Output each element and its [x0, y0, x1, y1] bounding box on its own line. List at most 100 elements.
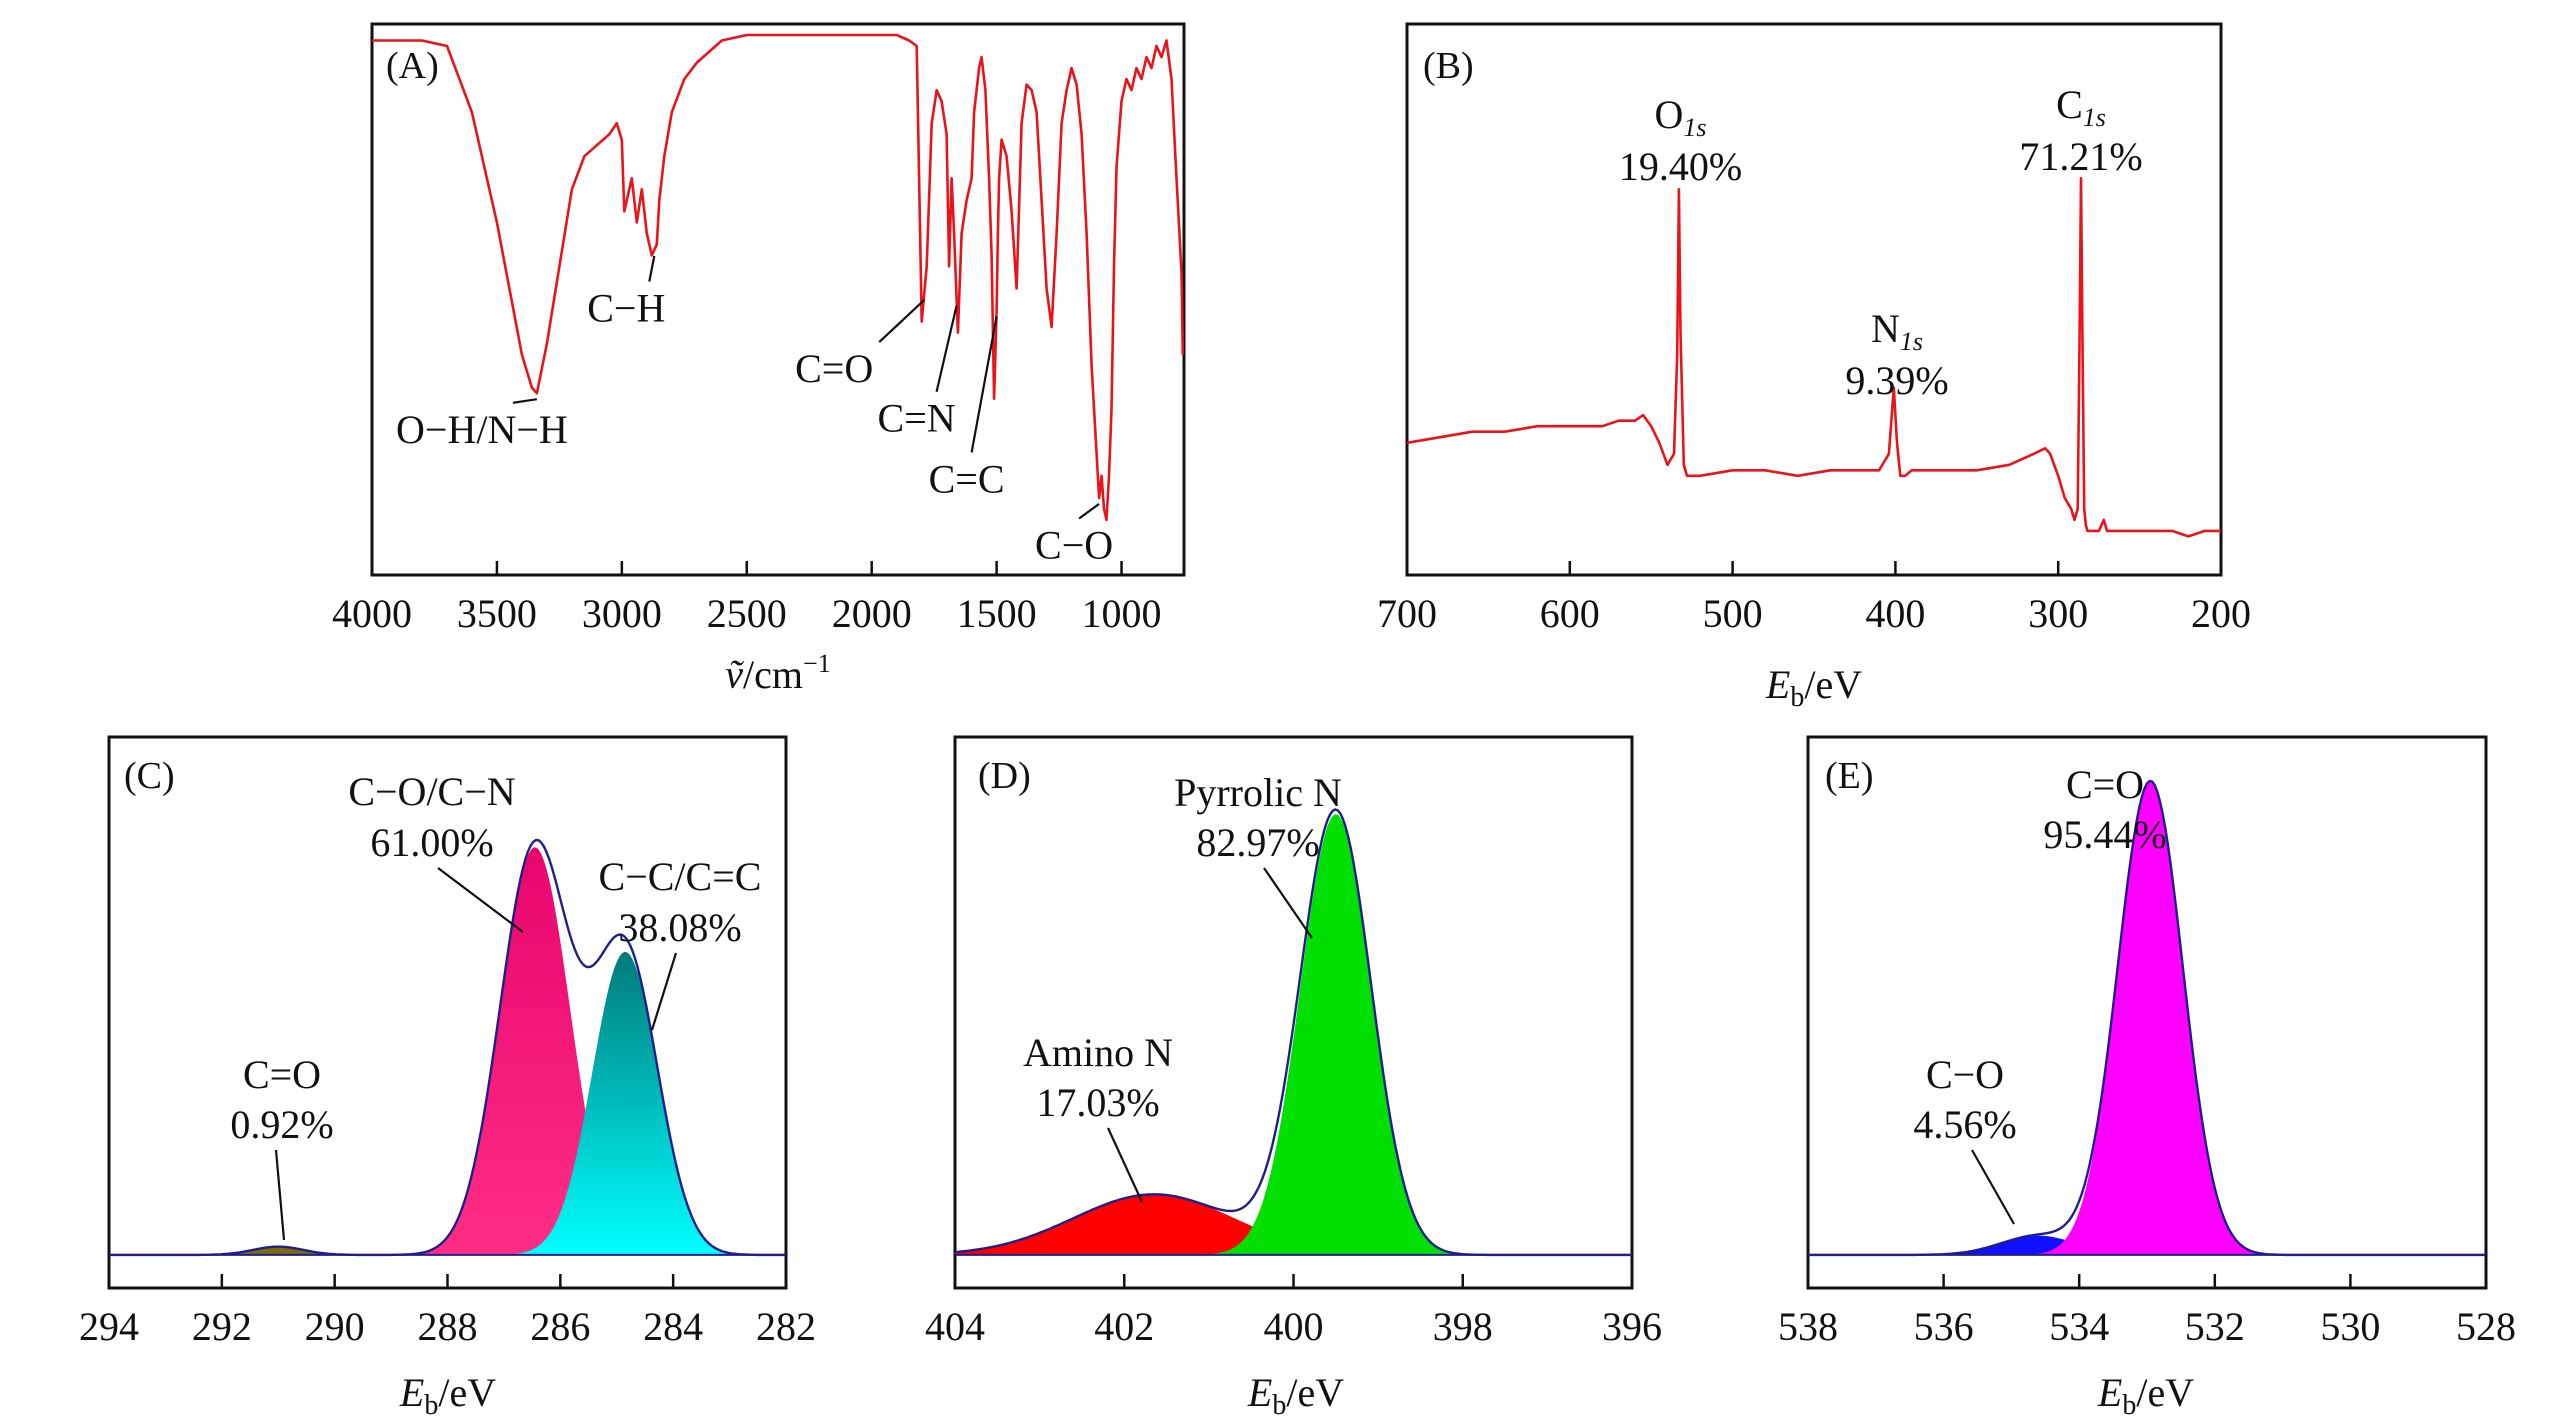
panel-d-plot	[954, 808, 1632, 1257]
c-ann-cc-pct: 38.08%	[618, 905, 741, 950]
d-leader-amino	[1107, 1127, 1143, 1203]
panel-e-ticklabel-4: 530	[2320, 1304, 2380, 1349]
panel-b-ticklabel-1: 600	[1540, 591, 1600, 636]
c-leader-cc	[650, 952, 678, 1031]
d-ann-pyrrolic-pct: 82.97%	[1196, 820, 1319, 865]
panel-a-xlabel: ṽ/cm−1	[725, 649, 830, 697]
panel-b-frame	[1405, 22, 2223, 577]
panel-e-xlabel-e: E	[2097, 1370, 2122, 1415]
panel-a-ticklabel-3: 2500	[707, 591, 787, 636]
e-ann-cdo-name: C=O	[2066, 762, 2144, 807]
panel-b-ticklabel-3: 400	[1865, 591, 1925, 636]
panel-c-ticklabel-5: 284	[643, 1304, 703, 1349]
panel-b-label: (B)	[1423, 45, 1474, 87]
d-ann-amino-name: Amino N	[1023, 1030, 1173, 1075]
panel-d: (D) 404 402 400 398 396 Amino N 17.03% Pyrro…	[925, 735, 1662, 1417]
panel-e: (E) 538 536 534 532 530 528 C−O 4.56% C=O 95.…	[1778, 735, 2516, 1417]
panel-b-ann-pct-1: 9.39%	[1845, 358, 1948, 403]
panel-c-peak-0	[109, 1246, 786, 1255]
panel-c-envelope	[109, 838, 786, 1257]
panel-e-ticklabel-1: 536	[1914, 1304, 1974, 1349]
panel-b-ticklabel-0: 700	[1377, 591, 1437, 636]
panel-d-ticklabel-1: 402	[1094, 1304, 1154, 1349]
panel-b-plot	[1406, 177, 2221, 538]
panel-a-ann-2: C=O	[795, 346, 873, 391]
panel-a-frame	[370, 22, 1186, 577]
panel-a-ann-0: O−H/N−H	[396, 407, 568, 452]
panel-a-plot	[372, 33, 1185, 522]
panel-a-spectrum-line	[372, 33, 1185, 522]
panel-a-ann-1: C−H	[587, 286, 665, 331]
panel-d-peak-1	[955, 814, 1632, 1255]
panel-d-ticks: 404 402 400 398 396	[925, 1274, 1662, 1349]
panel-d-annotations: Amino N 17.03% Pyrrolic N 82.97%	[1023, 770, 1342, 1203]
panel-a-ann-5: C−O	[1035, 523, 1113, 568]
panel-c-label: (C)	[124, 755, 175, 797]
panel-d-xlabel-sub: b	[1272, 1390, 1286, 1417]
panel-b-ann-sub-0: 1s	[1683, 113, 1706, 142]
panel-d-ticklabel-4: 396	[1602, 1304, 1662, 1349]
panel-a-ticklabel-1: 3500	[457, 591, 537, 636]
panel-a-xlabel-unit: /cm	[743, 652, 803, 697]
panel-e-annotations: C−O 4.56% C=O 95.44%	[1913, 762, 2167, 1225]
panel-b-ann-pct-0: 19.40%	[1619, 144, 1742, 189]
panel-c-ticklabel-4: 286	[530, 1304, 590, 1349]
panel-a-leader-2	[878, 299, 925, 343]
e-ann-co-pct: 4.56%	[1913, 1102, 2016, 1147]
panel-e-xlabel-sub: b	[2122, 1390, 2136, 1417]
panel-a-ticks: 4000 3500 3000 2500 2000 1500 1000	[332, 561, 1162, 636]
panel-d-ticklabel-3: 398	[1433, 1304, 1493, 1349]
panel-c-peak-2	[109, 951, 786, 1255]
panel-d-label: (D)	[978, 755, 1031, 797]
panel-b-spectrum-line	[1406, 177, 2221, 538]
d-ann-amino-pct: 17.03%	[1036, 1080, 1159, 1125]
e-leader-co	[1971, 1149, 2015, 1225]
d-leader-pyrrolic	[1263, 867, 1313, 939]
panel-c-ticklabel-0: 294	[79, 1304, 139, 1349]
panel-e-plot	[1808, 779, 2486, 1257]
panel-b-ticks: 700 600 500 400 300 200	[1377, 561, 2251, 636]
panel-a-leader-4	[970, 316, 998, 453]
c-ann-con-pct: 61.00%	[370, 820, 493, 865]
panel-e-xlabel-unit: /eV	[2136, 1370, 2194, 1415]
c-leader-co	[274, 1149, 286, 1241]
panel-c: (C) 294 292 290 288 286 284 282 C=O 0.92% C−O/…	[79, 735, 816, 1417]
e-ann-co-name: C−O	[1926, 1052, 2004, 1097]
panel-e-ticklabel-5: 528	[2456, 1304, 2516, 1349]
panel-a-ann-3: C=N	[878, 396, 956, 441]
d-ann-pyrrolic-name: Pyrrolic N	[1174, 770, 1342, 815]
panel-d-peak-0	[955, 1194, 1632, 1255]
panel-c-ticklabel-1: 292	[192, 1304, 252, 1349]
panel-d-xlabel: Eb/eV	[1247, 1370, 1344, 1417]
panel-a-ticklabel-2: 3000	[582, 591, 662, 636]
c-ann-con-name: C−O/C−N	[348, 769, 515, 814]
panel-b-xlabel-sub: b	[1790, 682, 1804, 713]
panel-b-ann-pct-2: 71.21%	[2019, 134, 2142, 179]
panel-c-annotations: C=O 0.92% C−O/C−N 61.00% C−C/C=C 38.08%	[230, 769, 761, 1241]
panel-c-ticklabel-2: 290	[305, 1304, 365, 1349]
panel-a-ticklabel-4: 2000	[832, 591, 912, 636]
panel-d-xlabel-unit: /eV	[1286, 1370, 1344, 1415]
panel-c-xlabel-e: E	[399, 1370, 424, 1415]
panel-e-ticklabel-2: 534	[2049, 1304, 2109, 1349]
panel-e-xlabel: Eb/eV	[2097, 1370, 2194, 1417]
panel-c-xlabel: Eb/eV	[399, 1370, 496, 1417]
panel-a-ticklabel-0: 4000	[332, 591, 412, 636]
panel-b-ann-name-1: N1s	[1871, 306, 1923, 356]
c-ann-co-name: C=O	[243, 1052, 321, 1097]
e-ann-cdo-pct: 95.44%	[2043, 812, 2166, 857]
panel-c-plot	[109, 838, 786, 1257]
panel-a-ticklabel-6: 1000	[1082, 591, 1162, 636]
panel-d-ticklabel-2: 400	[1264, 1304, 1324, 1349]
panel-c-ticklabel-3: 288	[418, 1304, 478, 1349]
panel-c-xlabel-unit: /eV	[438, 1370, 496, 1415]
panel-a-leader-5	[1078, 503, 1100, 520]
panel-e-label: (E)	[1825, 755, 1874, 797]
panel-d-xlabel-e: E	[1247, 1370, 1272, 1415]
panel-a-leader-1	[648, 255, 656, 282]
panel-b-ticklabel-5: 200	[2191, 591, 2251, 636]
panel-a-xlabel-symbol: ṽ	[725, 652, 744, 697]
panel-b-ann-sub-2: 1s	[2083, 103, 2106, 132]
